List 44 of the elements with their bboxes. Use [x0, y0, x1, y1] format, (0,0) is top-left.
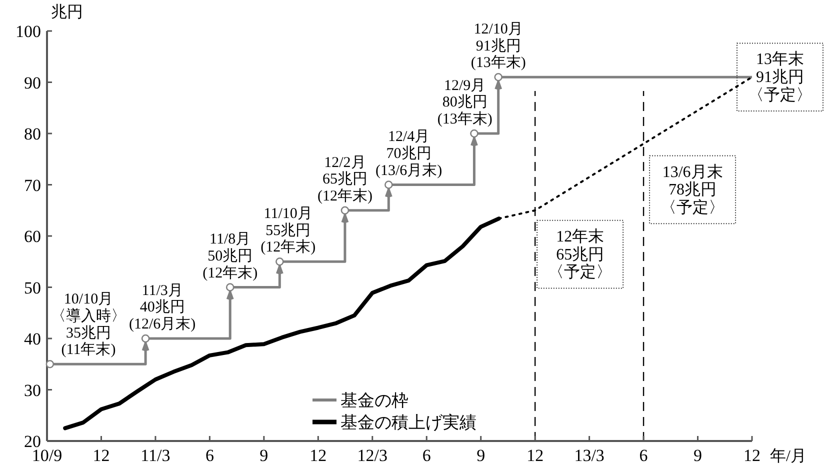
y-tick-label: 30: [24, 380, 41, 400]
annotation: 12/2月65兆円(12年末): [317, 154, 372, 204]
annotation: 11/10月55兆円(12年末): [260, 206, 316, 256]
annotation: 13年末91兆円〈予定〉: [748, 50, 812, 104]
legend-label: 基金の枠: [340, 391, 408, 410]
annotation: 11/8月50兆円(12年末): [202, 232, 258, 282]
x-tick-label: 6: [205, 446, 214, 465]
x-tick-label: 11/3: [140, 446, 170, 465]
x-tick-label: 12/3: [357, 446, 388, 465]
y-tick-label: 60: [24, 227, 41, 246]
annotation: 12/10月91兆円(13年末): [470, 22, 526, 72]
x-axis-title: 年/月: [770, 448, 806, 465]
x-tick-label: 12: [526, 446, 544, 465]
point: [141, 334, 150, 343]
x-tick-label: 12: [744, 446, 760, 465]
x-tick-label: 13/3: [574, 446, 604, 465]
annotation: 12/4月70兆円(13/6月末): [375, 129, 442, 179]
point: [384, 180, 393, 189]
annotation: 11/3月40兆円(12/6月末): [129, 282, 196, 332]
x-tick-label: 9: [260, 446, 268, 465]
y-tick-label: 90: [24, 73, 41, 92]
point: [340, 206, 350, 215]
point: [470, 129, 478, 138]
annotation: 12年末65兆円〈予定〉: [548, 227, 612, 282]
annotation: 12/9月80兆円(13年末): [437, 78, 492, 128]
x-tick-label: 12: [310, 446, 327, 465]
x-tick-label: 9: [476, 446, 486, 465]
point: [276, 257, 284, 266]
x-tick-label: 6: [422, 446, 431, 465]
y-axis-title: 兆円: [51, 3, 83, 21]
y-tick-label: 40: [24, 330, 41, 348]
y-tick-label: 100: [16, 22, 41, 41]
y-tick-label: 50: [24, 278, 41, 298]
x-tick-label: 9: [694, 446, 702, 465]
x-tick-label: 6: [639, 446, 648, 465]
y-tick-label: 80: [24, 124, 41, 144]
annotation: 10/10月〈導入時〉35兆円(11年末): [51, 292, 126, 358]
point: [226, 283, 234, 292]
legend-label: 基金の積上げ実績: [340, 413, 476, 432]
point: [494, 72, 502, 82]
point: [46, 360, 54, 368]
x-tick-label: 12: [92, 446, 110, 465]
y-tick-label: 70: [24, 176, 41, 195]
annotation: 13/6月末78兆円〈予定〉: [660, 162, 725, 217]
